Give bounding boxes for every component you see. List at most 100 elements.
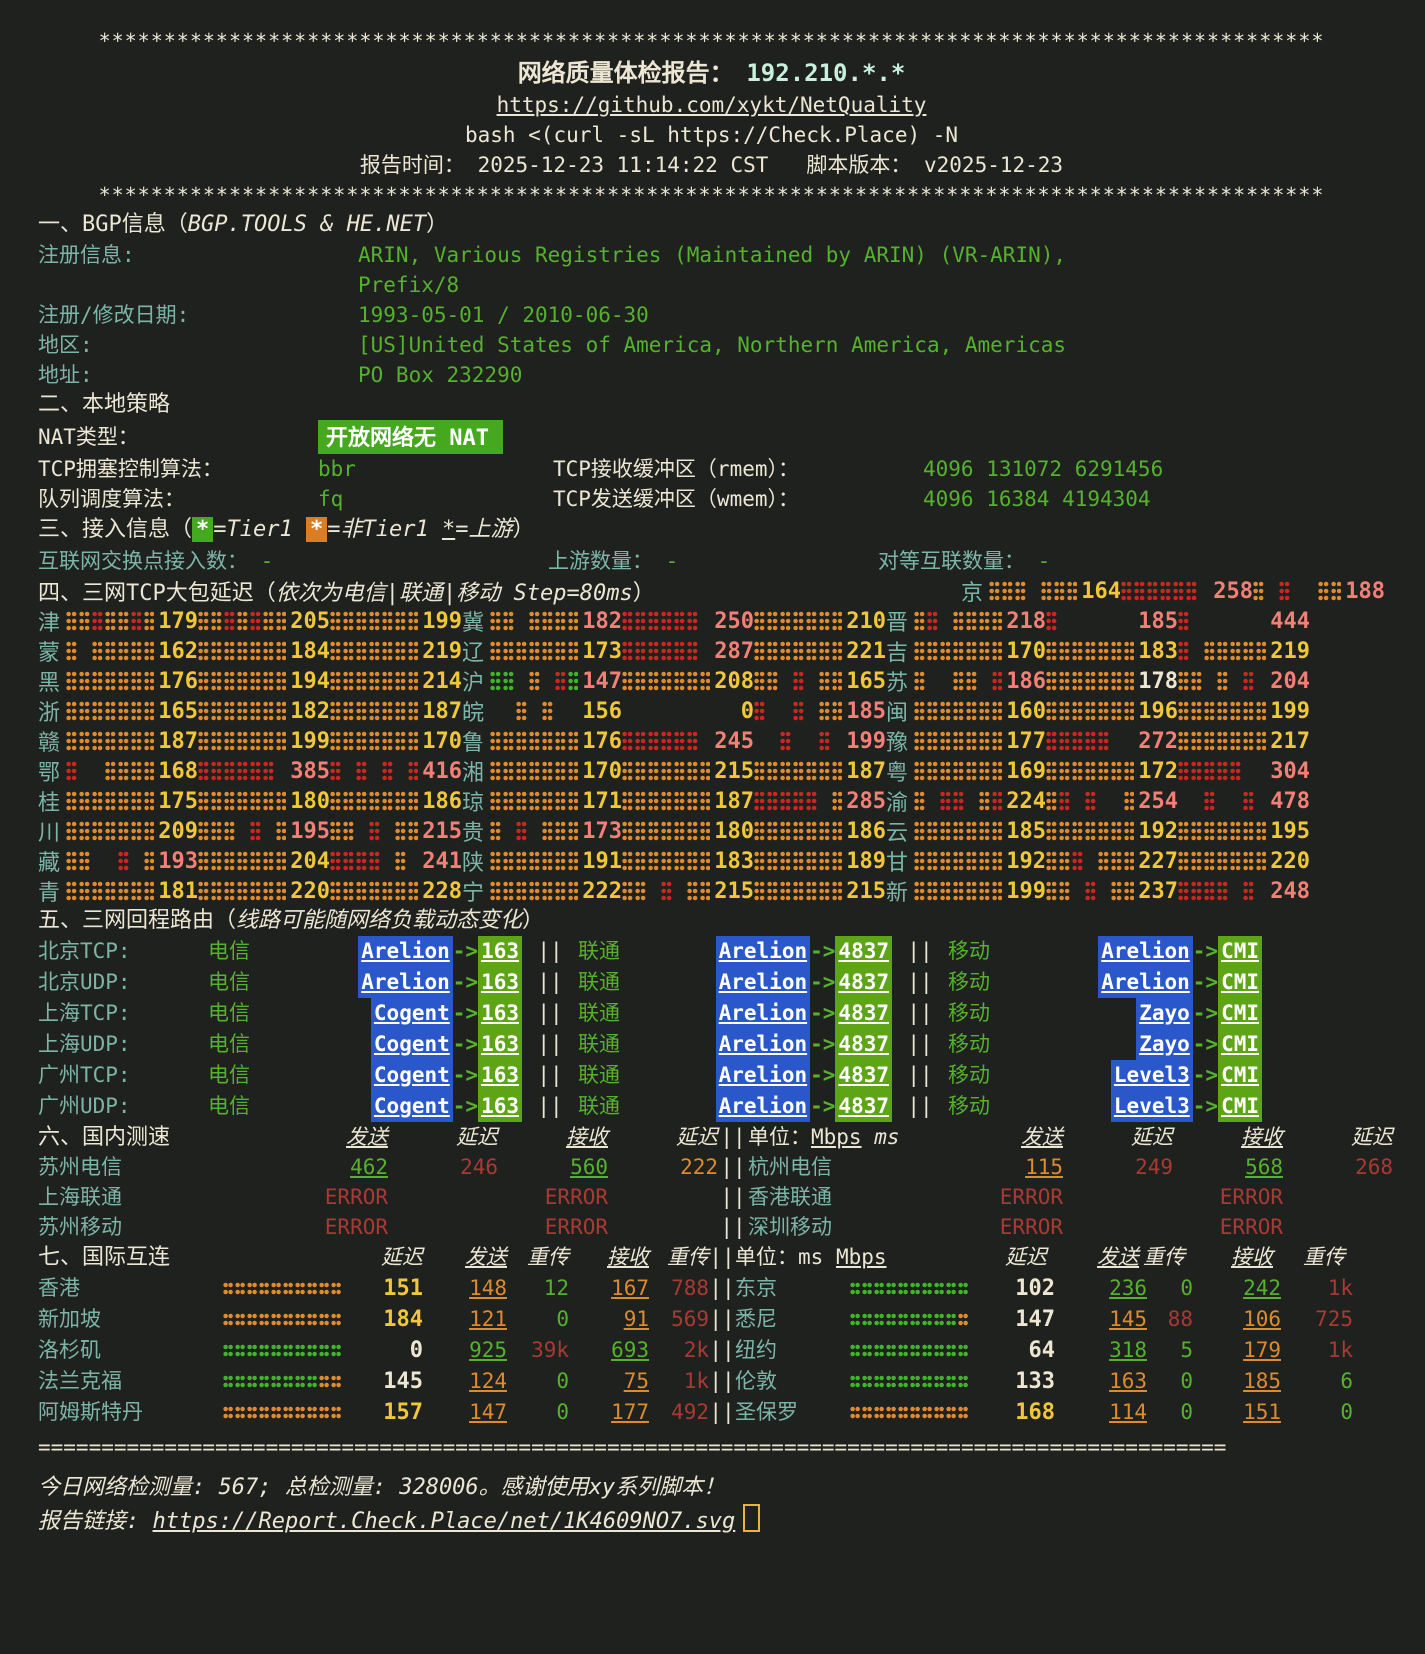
dot-block — [131, 760, 142, 782]
dot-sparkline — [330, 850, 418, 872]
dot-block — [295, 1374, 305, 1389]
dot-block — [934, 1374, 944, 1389]
dot-block — [1059, 700, 1070, 722]
speed-value: 268 — [1355, 1155, 1393, 1179]
dot-block — [105, 700, 116, 722]
dot-block — [1217, 640, 1228, 662]
bgp-info-block: 注册信息: ARIN, Various Registries (Maintaine… — [38, 240, 1385, 390]
dot-sparkline — [914, 850, 1002, 872]
section-domestic-title: 六、国内测速 — [38, 1125, 171, 1150]
terminal: ****************************************… — [38, 29, 1393, 1534]
dot-block — [1046, 670, 1057, 692]
dot-block — [635, 820, 646, 842]
dot-block — [331, 1281, 341, 1296]
latency-cell: 176 — [490, 729, 622, 754]
latency-group: 皖 156 0 185 — [462, 695, 886, 727]
latency-province: 辽 — [462, 641, 485, 666]
dot-block — [1191, 611, 1202, 632]
dot-block — [1072, 850, 1083, 872]
dot-block — [700, 670, 710, 692]
dot-block — [568, 730, 578, 752]
dot-block — [276, 610, 286, 632]
dot-block — [1230, 671, 1241, 692]
route-path: Arelion -> 4837 — [642, 967, 892, 998]
dot-block — [1256, 761, 1266, 782]
dot-block — [144, 730, 154, 752]
dot-block — [1243, 670, 1254, 692]
dot-block — [237, 730, 248, 752]
dot-block — [966, 640, 977, 662]
latency-cell: 199 — [330, 609, 462, 634]
route-dest-badge: CMI — [1218, 1091, 1262, 1122]
dot-block — [263, 640, 274, 662]
dot-block — [235, 1312, 245, 1327]
dot-block — [1124, 640, 1134, 662]
route-hop-badge: Zayo — [1136, 1029, 1193, 1060]
latency-value: 173 — [582, 818, 622, 844]
dot-block — [1015, 580, 1026, 602]
dot-block — [806, 640, 817, 662]
latency-group: 吉 170 183 219 — [886, 635, 1310, 667]
dot-block — [118, 760, 129, 782]
dot-block — [1230, 760, 1241, 782]
dot-sparkline — [1046, 820, 1134, 842]
latency-value: 199 — [846, 728, 886, 754]
dot-block — [979, 610, 990, 632]
dot-block — [271, 1343, 281, 1358]
intl-latency-value: 151 — [383, 1276, 423, 1301]
dot-block — [635, 670, 646, 692]
route-separator: || — [537, 970, 563, 994]
dot-sparkline — [622, 730, 710, 752]
latency-cell: 182 — [198, 699, 330, 724]
dot-block — [211, 640, 222, 662]
latency-row: 桂 175 180 186 琼 171 187 285 渝 224 254 478 — [38, 786, 1385, 817]
latency-value: 0 — [740, 698, 754, 724]
dot-block — [1059, 820, 1070, 842]
dot-block — [940, 790, 951, 812]
dot-block — [263, 790, 274, 812]
dot-block — [1111, 791, 1122, 812]
report-link[interactable]: https://Report.Check.Place/net/1K4609NO7… — [152, 1509, 736, 1534]
intl-value: 88 — [1167, 1307, 1193, 1331]
route-label: 上海UDP: — [38, 1032, 131, 1056]
latency-value: 184 — [290, 638, 330, 664]
dot-block — [1243, 761, 1254, 782]
dot-block — [979, 640, 990, 662]
dot-block — [319, 1405, 329, 1420]
route-row: 上海UDP: 电信 Cogent -> 163 || 联通 Arelion -> 4837 || 移动… — [38, 1029, 1385, 1060]
dot-block — [250, 880, 261, 902]
route-dest-badge: 4837 — [835, 967, 892, 998]
dot-block — [806, 610, 817, 632]
dot-block — [330, 820, 341, 842]
latency-group: 粤 169 172 304 — [886, 755, 1310, 787]
intl-value: 124 — [469, 1369, 507, 1393]
dot-block — [250, 700, 261, 722]
dot-block — [330, 760, 341, 782]
route-hop-badge: Arelion — [715, 1060, 811, 1091]
latency-value: 210 — [846, 608, 886, 634]
dot-block — [1243, 880, 1254, 902]
dot-block — [330, 640, 341, 662]
dot-block — [198, 760, 209, 782]
repo-link[interactable]: https://github.com/xykt/NetQuality — [496, 93, 927, 117]
dot-sparkline — [198, 640, 286, 662]
dot-block — [247, 1343, 257, 1358]
dot-block — [832, 760, 842, 782]
dot-block — [1046, 880, 1057, 902]
dot-block — [369, 761, 380, 782]
route-hop-badge: Cogent — [370, 998, 453, 1029]
latency-cell: 186 — [914, 669, 1046, 694]
dot-block — [237, 700, 248, 722]
intl-value: 0 — [556, 1369, 569, 1393]
dot-block — [555, 730, 566, 752]
dot-block — [198, 850, 209, 872]
latency-value: 183 — [1138, 638, 1178, 664]
dot-block — [674, 730, 685, 752]
dot-block — [1111, 760, 1122, 782]
dot-block — [283, 1405, 293, 1420]
dot-block — [105, 670, 116, 692]
dot-block — [343, 761, 354, 782]
dot-block — [874, 1343, 884, 1358]
latency-value: 248 — [1270, 878, 1310, 904]
dot-block — [819, 820, 830, 842]
